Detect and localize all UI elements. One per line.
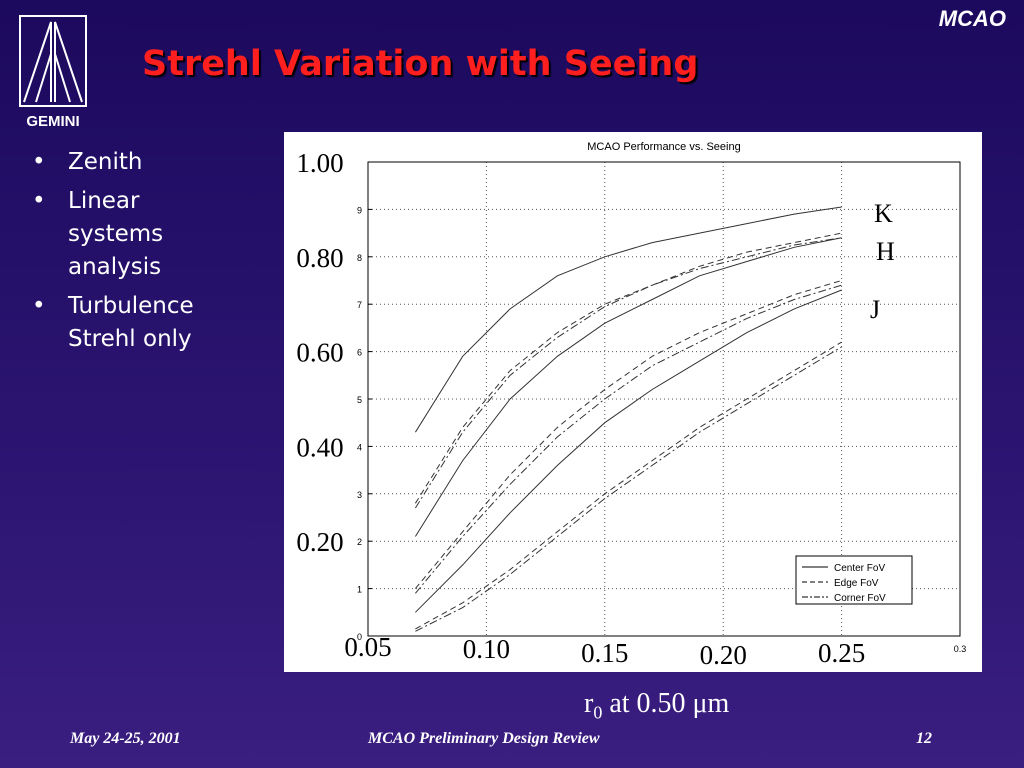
chart-title: MCAO Performance vs. Seeing (587, 141, 740, 153)
series-line-h-center (414, 237, 842, 537)
x-overlay-label: 0.05 (344, 632, 391, 662)
series-line-h-edge (415, 280, 842, 589)
legend-box (795, 555, 913, 605)
y-overlay-bg (284, 426, 356, 463)
x-overlay-label: 0.25 (818, 638, 865, 668)
bullet-item: • Linear systems analysis (32, 188, 164, 280)
band-label-h: H (876, 237, 895, 266)
x-axis-r: r (584, 688, 594, 719)
y-tick-label-small: 0 (357, 632, 362, 642)
y-tick-label-small: 2 (357, 537, 362, 547)
band-label-j: J (870, 295, 880, 324)
bullet-item: • Turbulence Strehl only (32, 293, 194, 352)
bullet-list: • Zenith • Linear systems analysis • Turbul… (28, 146, 238, 362)
series-line-j-corner (415, 346, 842, 632)
y-tick-label-small: 6 (357, 348, 362, 358)
y-tick-label-small: 5 (357, 395, 362, 405)
y-overlay-bg (284, 521, 356, 558)
mcao-badge: MCAO (938, 6, 1006, 31)
y-overlay-bg (284, 331, 356, 368)
y-overlay-bg (284, 142, 356, 178)
strehl-chart: MCAO Performance vs. Seeing 0 1 2 3 4 5 6 7 8 9 0.3… (284, 132, 982, 672)
x-axis-subscript: 0 (593, 702, 603, 723)
legend-item: Corner FoV (834, 593, 886, 604)
y-overlay-label: 0.60 (296, 338, 343, 368)
x-tick-label-small: 0.3 (954, 644, 967, 654)
footer-event: MCAO Preliminary Design Review (368, 730, 600, 747)
y-tick-label-small: 7 (357, 300, 362, 310)
y-overlay-label: 1.00 (296, 148, 343, 178)
bullet-text: Zenith (68, 149, 143, 175)
x-overlay-label: 0.10 (463, 634, 510, 664)
bullet-text: Linear systems analysis (68, 188, 164, 280)
y-tick-label-small: 3 (357, 490, 362, 500)
footer-date: May 24-25, 2001 (70, 730, 181, 747)
y-tick-label-small: 9 (357, 205, 362, 215)
y-tick-label-small: 8 (357, 253, 362, 263)
legend-item: Edge FoV (834, 578, 879, 589)
chart-svg: MCAO Performance vs. Seeing 0 1 2 3 4 5 6 7 8 9 0.3… (284, 132, 982, 672)
bullet-item: • Zenith (32, 149, 143, 175)
legend-item: Center FoV (834, 563, 885, 574)
x-axis-caption: r0 at 0.50 μm (584, 688, 729, 724)
x-overlay-label: 0.15 (581, 638, 628, 668)
y-tick-label-small: 1 (357, 585, 362, 595)
y-overlay-label: 0.80 (296, 243, 343, 273)
x-overlay-label: 0.20 (700, 640, 747, 670)
y-overlay-label: 0.40 (296, 432, 343, 462)
y-overlay-bg (284, 236, 356, 273)
footer-page: 12 (916, 730, 932, 747)
x-axis-rest: at 0.50 μm (602, 688, 730, 719)
series-line-k-corner (414, 237, 842, 509)
series-line-j-edge (415, 341, 842, 630)
slide-title: Strehl Variation with Seeing (142, 44, 699, 84)
gemini-logo: GEMINI (19, 15, 87, 130)
logo-text: GEMINI (26, 113, 79, 130)
y-overlay-label: 0.20 (296, 527, 343, 557)
series-line-j-center (415, 289, 842, 613)
y-tick-label-small: 4 (357, 442, 362, 452)
series-line-k-edge (414, 232, 842, 504)
bullet-text: Turbulence Strehl only (68, 293, 194, 352)
series-line-k-center (414, 206, 842, 433)
band-label-k: K (874, 199, 893, 228)
